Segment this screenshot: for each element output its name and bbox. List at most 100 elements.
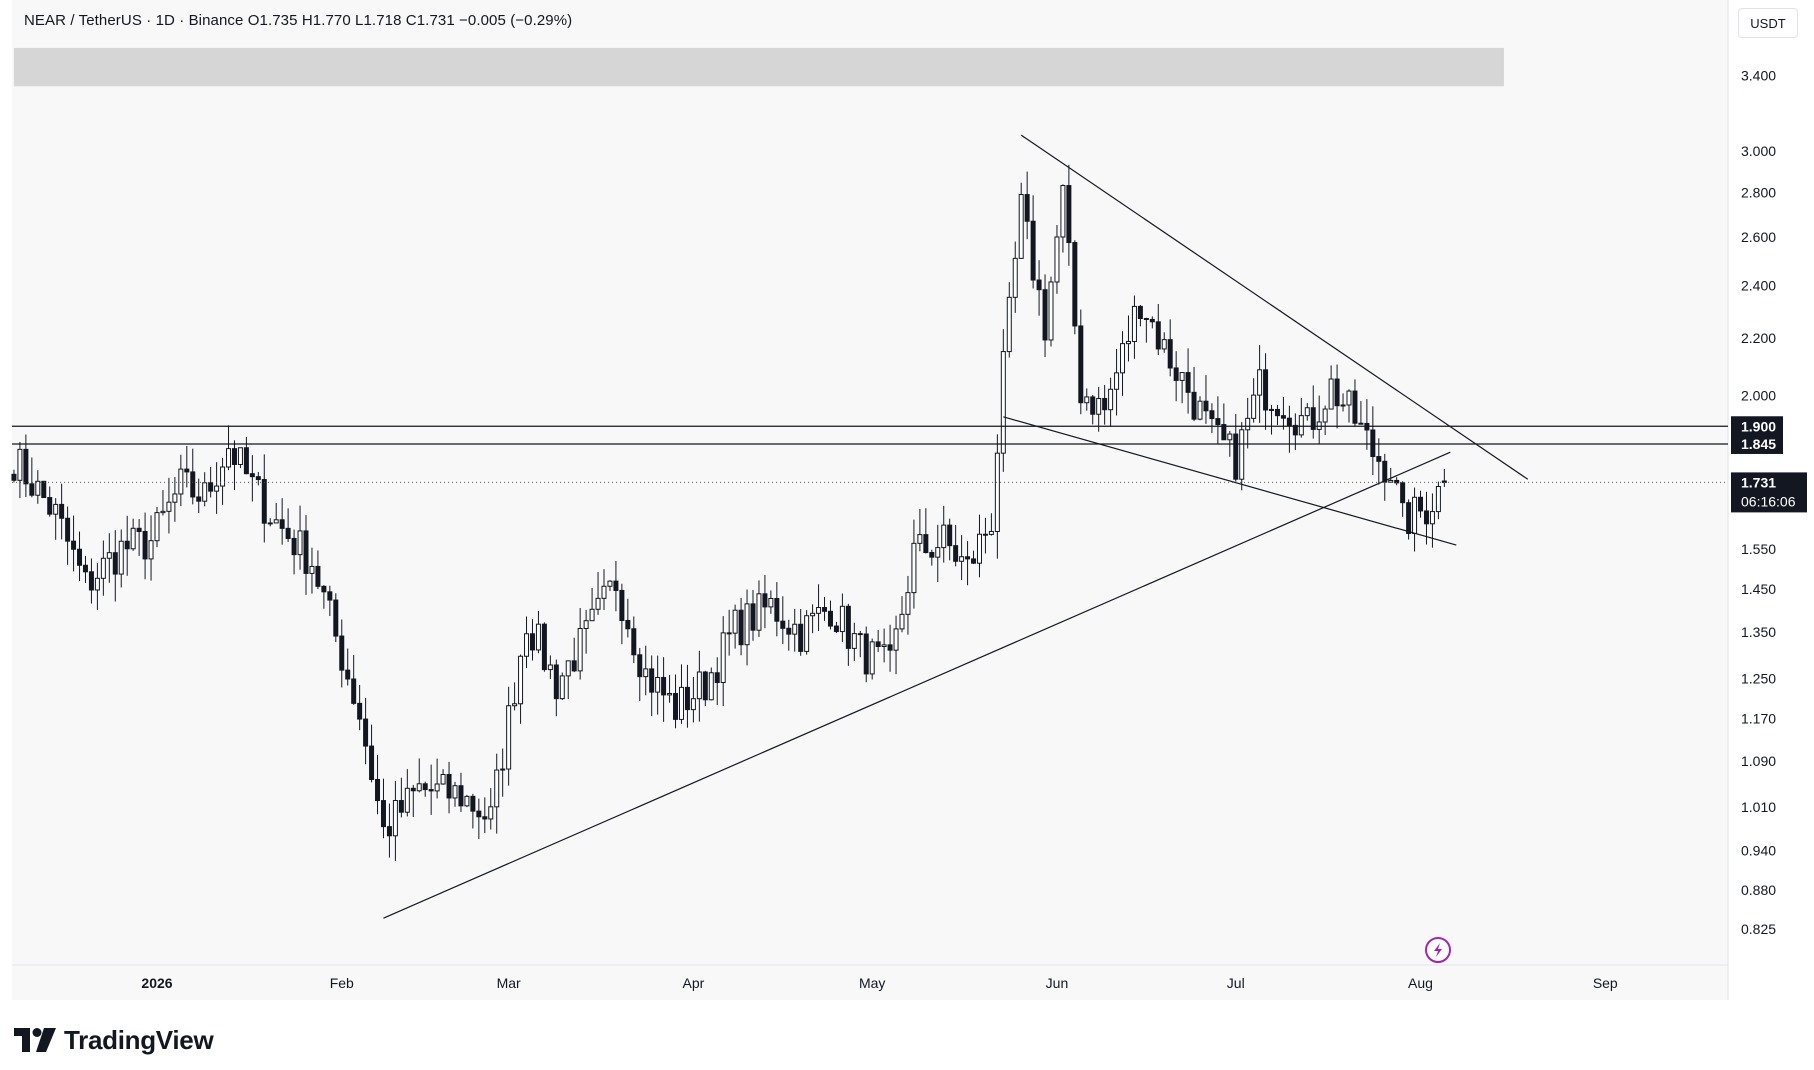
currency-button[interactable]: USDT [1738,8,1798,38]
y-tick-label: 2.600 [1741,229,1776,245]
lightning-bolt-icon[interactable] [1425,937,1451,963]
candle [732,604,738,649]
candle [124,515,130,576]
candle [1072,240,1078,335]
candle [714,657,720,705]
y-axis[interactable]: 3.400 3.000 2.800 2.600 2.400 2.200 2.000 1.550… [1741,68,1776,937]
candle [1066,164,1072,266]
candle [965,541,971,586]
candle [184,445,190,488]
candle [488,788,494,830]
candle [1280,397,1286,430]
candle [142,512,148,580]
candle [41,480,47,499]
y-tick-label: 1.450 [1741,581,1776,597]
candle [1114,348,1120,416]
candle [422,781,428,797]
candle [899,596,905,633]
x-tick-label: Feb [330,975,354,991]
trendline-1[interactable] [383,451,1451,919]
candle [625,598,631,638]
candle [524,616,530,669]
level-tag-1845: 1.845 [1731,433,1783,454]
candle [935,524,941,583]
candle [571,637,577,673]
candle [17,442,23,499]
candle [708,667,714,701]
candle [911,519,917,609]
brand-name: TradingView [64,1024,214,1055]
candle [547,655,553,679]
candle [941,505,947,563]
candle [845,603,851,666]
candle [518,654,524,724]
candle [363,697,369,765]
candle [196,478,202,514]
candle [392,781,398,861]
current-price-value: 1.731 [1741,474,1776,490]
drawings-layer[interactable] [12,134,1728,919]
candle [1018,182,1024,259]
candle [1185,348,1191,414]
y-tick-label: 0.880 [1741,882,1776,898]
candle [285,508,291,542]
candle [1173,351,1179,402]
y-tick-label: 3.400 [1741,68,1776,84]
candle [398,777,404,818]
candle [690,676,696,723]
candle [148,515,154,581]
candle [1042,274,1048,358]
trendline-2[interactable] [1020,134,1529,480]
candle [577,608,583,680]
candle [470,793,476,829]
candle [327,585,333,617]
candle [1263,353,1269,430]
candle [1024,171,1030,240]
candle [1221,403,1227,441]
candle [1388,467,1394,483]
candle [1000,329,1006,472]
symbol-legend[interactable]: NEAR / TetherUS · 1D · Binance O1.735 H1… [24,12,573,29]
trendline-3[interactable] [1003,416,1457,546]
candle [375,755,381,815]
candle [1179,372,1185,404]
price-tags: 1.900 1.845 1.731 06:16:06 [1731,416,1807,513]
candle [1108,377,1114,427]
candle [917,508,923,552]
candle [822,597,828,621]
candle [273,503,279,524]
candle [1215,396,1221,445]
candle [1328,365,1334,410]
candle [988,513,994,536]
y-tick-label: 1.350 [1741,624,1776,640]
y-tick-label: 1.090 [1741,753,1776,769]
candle [82,555,88,583]
candle [482,797,488,833]
x-axis[interactable]: 2026 Feb Mar Apr May Jun Jul Aug Sep [141,975,1618,991]
candle [321,585,327,609]
candle [976,514,982,578]
candle [309,547,315,594]
tradingview-brand[interactable]: TradingView [14,1022,214,1058]
candle [756,580,762,637]
candle [762,575,768,629]
candle [214,462,220,514]
candle [1125,315,1131,362]
candle [780,596,786,644]
candle [226,425,232,471]
candle [190,448,196,505]
candle [35,470,41,504]
candle [130,518,136,551]
candle [160,490,166,516]
candle [351,654,357,705]
candle [702,670,708,707]
x-tick-label: May [859,975,885,991]
candle [237,447,243,469]
candle [1060,184,1066,253]
highlight-band [13,47,1504,87]
y-tick-label: 1.010 [1741,799,1776,815]
candle [53,498,59,540]
candle [750,589,756,641]
candle [953,524,959,567]
